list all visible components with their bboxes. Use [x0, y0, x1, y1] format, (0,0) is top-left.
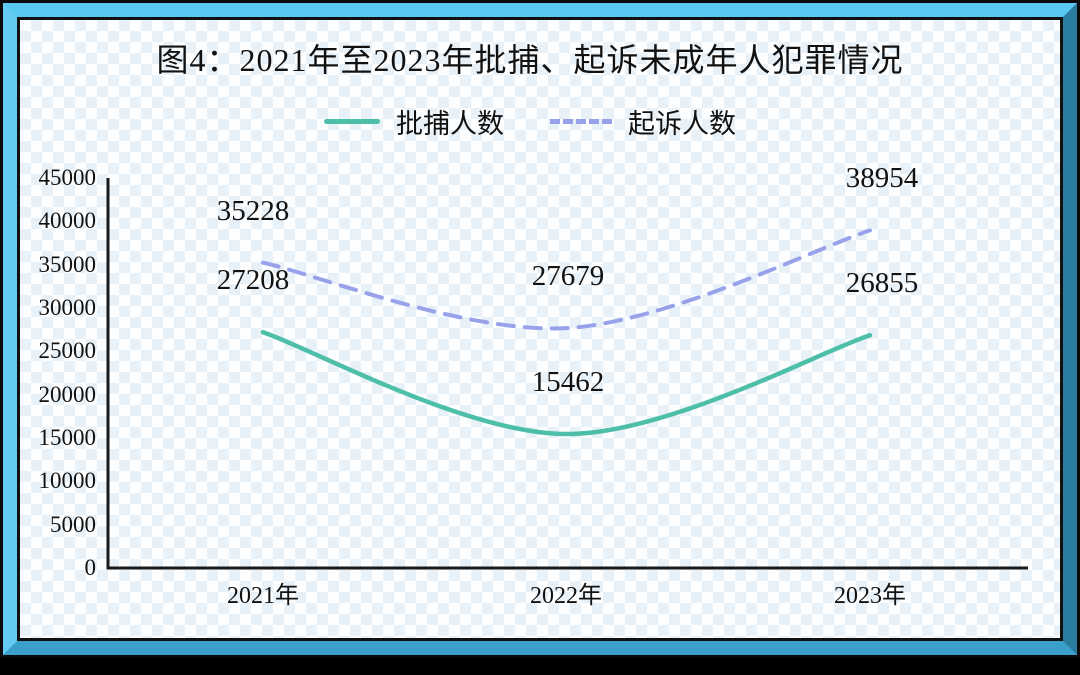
y-axis-tick-label: 45000 [38, 165, 97, 190]
chart-title: 图4：2021年至2023年批捕、起诉未成年人犯罪情况 [156, 42, 904, 78]
plot-area [106, 178, 1028, 570]
y-axis-tick-label: 35000 [38, 251, 97, 277]
data-point-label: 15462 [531, 365, 605, 398]
series-line-arrest [260, 329, 873, 437]
series-line-prosecute [261, 228, 872, 331]
x-axis-tick-label: 2021年 [227, 583, 299, 609]
chart-canvas: 图4：2021年至2023年批捕、起诉未成年人犯罪情况 批捕人数 起诉人数 27… [17, 17, 1063, 641]
legend-item-prosecute: 起诉人数 [550, 102, 736, 141]
y-axis-tick-label: 20000 [38, 381, 97, 407]
y-axis-tick-label: 5000 [50, 511, 96, 537]
data-point-label: 27208 [216, 264, 290, 297]
y-axis-tick-label: 15000 [38, 425, 97, 450]
x-axis-tick-label: 2023年 [834, 583, 906, 609]
data-point-label: 27679 [531, 260, 605, 293]
legend-label-arrest: 批捕人数 [396, 109, 504, 139]
frame-bevel: 图4：2021年至2023年批捕、起诉未成年人犯罪情况 批捕人数 起诉人数 27… [3, 3, 1077, 655]
y-axis-tick-label: 40000 [38, 208, 97, 234]
data-point-label: 35228 [216, 194, 290, 227]
data-point-label: 38954 [845, 162, 919, 195]
x-axis-tick-label: 2022年 [530, 583, 602, 609]
legend-label-prosecute: 起诉人数 [628, 109, 736, 139]
bottom-black-bar [0, 658, 1080, 675]
y-axis-tick-label: 10000 [38, 468, 97, 494]
y-axis-tick-label: 30000 [38, 295, 97, 320]
chart-legend: 批捕人数 起诉人数 [20, 102, 1040, 141]
data-point-label: 26855 [845, 267, 919, 300]
legend-item-arrest: 批捕人数 [324, 102, 504, 141]
arrest-series-line-icon [324, 119, 380, 124]
y-axis-tick-label: 0 [84, 555, 97, 580]
prosecute-series-dashed-line-icon [550, 119, 612, 124]
y-axis-tick-label: 25000 [38, 338, 97, 364]
axes-lines [106, 178, 1028, 570]
figure-frame: 图4：2021年至2023年批捕、起诉未成年人犯罪情况 批捕人数 起诉人数 27… [0, 0, 1080, 658]
